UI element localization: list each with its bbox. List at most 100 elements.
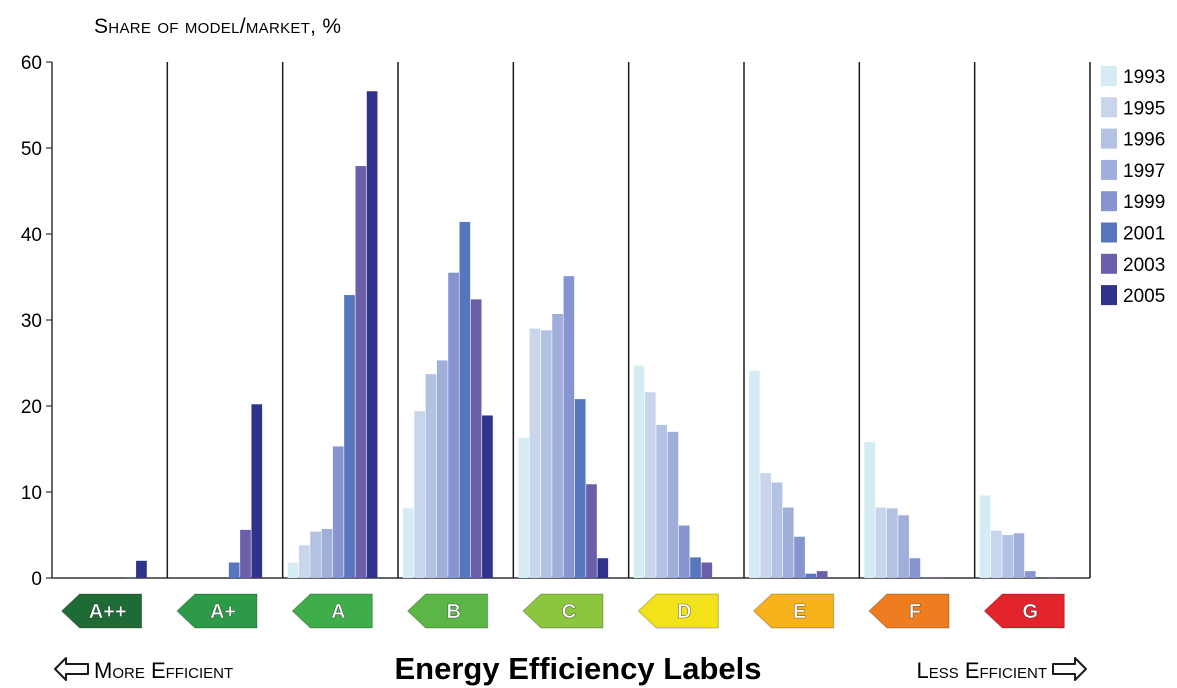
bar-G-2003 — [1047, 577, 1059, 579]
bar-C-1999 — [563, 276, 575, 578]
y-axis-title: Share of model/market, % — [94, 15, 341, 38]
x-tick-label: B — [446, 601, 460, 623]
bar-C-2003 — [586, 484, 597, 578]
bar-A+-2003 — [240, 529, 251, 578]
bar-group-C — [518, 276, 609, 578]
legend-swatch — [1101, 285, 1117, 306]
bar-D-1999 — [678, 525, 690, 578]
bar-G-1999 — [1024, 571, 1036, 578]
legend-swatch — [1101, 253, 1117, 274]
legend-label: 1993 — [1123, 67, 1165, 88]
legend-swatch — [1101, 66, 1117, 86]
bar-F-2001 — [920, 577, 932, 579]
energy-label-C: C — [522, 593, 604, 629]
legend-swatch — [1101, 97, 1117, 118]
legend-label: 1999 — [1123, 192, 1165, 213]
bar-A-2001 — [344, 295, 355, 578]
bar-C-1997 — [552, 313, 563, 578]
bar-C-1995 — [529, 328, 541, 578]
x-tick-label: E — [793, 601, 806, 623]
x-tick-label: D — [677, 601, 691, 623]
x-axis-title: Energy Efficiency Labels — [395, 651, 762, 686]
label-badge-shape — [637, 593, 719, 629]
bar-D-1995 — [644, 392, 656, 578]
legend-swatch — [1101, 222, 1117, 243]
y-tick-label: 10 — [21, 483, 42, 504]
label-badge-shape — [60, 593, 143, 629]
label-badge-shape — [176, 593, 258, 629]
bar-E-2001 — [805, 573, 817, 578]
bar-group-F — [864, 442, 943, 579]
bar-F-1997 — [898, 515, 909, 578]
y-tick-label: 30 — [21, 311, 42, 332]
y-axis: 0 10 20 30 40 50 60 — [21, 53, 52, 590]
bar-B-1999 — [448, 272, 459, 578]
y-tick-label: 50 — [21, 139, 42, 160]
bar-E-1999 — [794, 536, 805, 578]
bar-E-1996 — [771, 482, 783, 578]
energy-label-E: E — [752, 593, 835, 629]
energy-label-G: G — [983, 593, 1065, 629]
bar-group-A+ — [228, 404, 263, 578]
bar-A-1996 — [310, 531, 321, 578]
bar-D-1996 — [656, 424, 667, 578]
bar-D-2003 — [701, 562, 713, 578]
legend-label: 1996 — [1123, 130, 1165, 151]
bar-F-1999 — [909, 558, 921, 578]
more-efficient-label: More Efficient — [94, 658, 233, 683]
bar-B-2003 — [470, 299, 482, 578]
x-tick-label: G — [1023, 601, 1039, 623]
bar-F-1993 — [864, 442, 876, 578]
more-efficient-indicator: More Efficient — [54, 657, 233, 683]
less-efficient-label: Less Efficient — [916, 658, 1047, 683]
bar-E-1995 — [760, 473, 771, 578]
bar-group-G — [979, 495, 1059, 579]
bar-A-1999 — [332, 446, 344, 578]
bar-B-2001 — [459, 221, 471, 578]
plot-area — [51, 62, 1091, 579]
y-tick-label: 0 — [31, 569, 42, 590]
legend-label: 2001 — [1123, 224, 1165, 245]
bar-group-A++ — [124, 560, 147, 579]
bar-B-1993 — [403, 508, 414, 578]
label-badge-shape — [752, 593, 835, 629]
y-tick-label: 40 — [21, 225, 42, 246]
bar-B-1997 — [436, 360, 448, 578]
bar-A-2005 — [366, 91, 378, 579]
bar-group-B — [403, 221, 493, 578]
label-badge-shape — [291, 593, 373, 629]
label-badge-shape — [522, 593, 604, 629]
x-tick-label: A — [331, 601, 345, 623]
energy-label-A+: A+ — [176, 593, 258, 629]
legend-label: 1995 — [1123, 98, 1165, 119]
arrow-left-icon — [54, 657, 89, 681]
x-tick-label: F — [909, 601, 921, 623]
bar-E-1993 — [749, 370, 760, 578]
y-tick-label: 60 — [21, 53, 42, 74]
bar-A+-2005 — [251, 404, 263, 578]
label-badge-shape — [406, 593, 489, 629]
bar-B-1996 — [425, 374, 437, 578]
energy-label-B: B — [406, 593, 489, 629]
legend-swatch — [1101, 159, 1117, 180]
bar-F-2003 — [932, 577, 943, 579]
bar-G-1993 — [979, 495, 991, 578]
energy-label-F: F — [868, 593, 950, 629]
y-tick-label: 20 — [21, 397, 42, 418]
bar-A-2003 — [355, 166, 367, 578]
bar-A++-2003 — [124, 577, 136, 579]
bar-C-1993 — [518, 437, 530, 578]
bar-B-2005 — [482, 415, 493, 578]
energy-label-D: D — [637, 593, 719, 629]
bar-A+-2001 — [228, 562, 240, 578]
bar-D-1993 — [633, 365, 645, 578]
bar-G-1996 — [1002, 535, 1013, 578]
bar-C-2005 — [597, 558, 609, 578]
energy-label-badges: A++ A+ A B C D E F G — [60, 593, 1065, 629]
bars — [124, 91, 1059, 579]
bar-E-2003 — [816, 571, 828, 578]
bar-A-1995 — [298, 545, 310, 578]
x-tick-label: A++ — [89, 601, 127, 623]
bar-G-1995 — [990, 530, 1002, 578]
bar-group-D — [633, 365, 713, 578]
